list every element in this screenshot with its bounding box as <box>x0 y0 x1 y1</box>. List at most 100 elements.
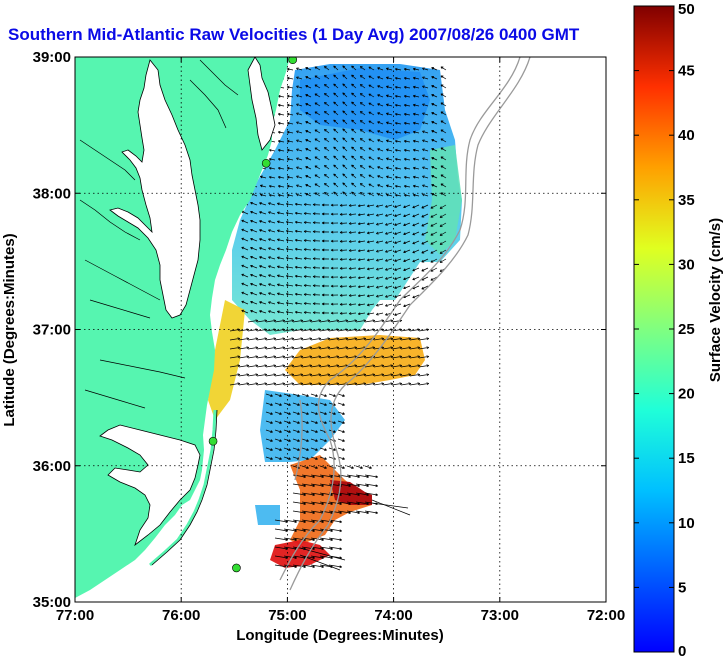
velocity-vector-759 <box>364 382 376 386</box>
velocity-vector-480 <box>312 266 321 270</box>
isobath-shelf <box>294 399 303 481</box>
velocity-vector-456 <box>303 257 312 260</box>
velocity-vector-534 <box>394 285 402 289</box>
velocity-vector-755 <box>328 382 340 386</box>
velocity-vector-438 <box>348 249 357 252</box>
velocity-vector-203 <box>296 157 303 161</box>
velocity-vector-579 <box>259 310 267 314</box>
velocity-vector-780 <box>310 402 318 406</box>
velocity-vector-378 <box>430 222 438 227</box>
velocity-vector-888 <box>337 510 352 515</box>
velocity-vector-129 <box>394 121 402 125</box>
velocity-vector-298 <box>333 191 339 197</box>
velocity-vector-700 <box>229 364 241 368</box>
velocity-vector-542 <box>276 292 285 296</box>
velocity-vector-38 <box>286 85 294 89</box>
velocity-vector-103 <box>342 110 348 116</box>
y-tick-label-2: 37:00 <box>33 322 71 339</box>
velocity-vector-800 <box>328 420 336 424</box>
velocity-vector-559 <box>250 300 258 305</box>
velocity-vector-608 <box>364 319 376 323</box>
velocity-vector-104 <box>351 110 357 116</box>
velocity-vector-811 <box>265 438 273 442</box>
velocity-vector-541 <box>268 292 276 296</box>
velocity-vector-184 <box>323 146 330 152</box>
velocity-vector-555 <box>394 294 402 298</box>
velocity-vector-577 <box>241 309 249 314</box>
x-tick-label-0: 77:00 <box>56 607 94 624</box>
velocity-vector-86 <box>368 102 375 107</box>
velocity-vector-830 <box>274 456 282 460</box>
velocity-vector-23 <box>323 74 330 80</box>
colorbar-tick-label-6: 30 <box>678 256 695 273</box>
velocity-vector-720 <box>409 364 421 368</box>
velocity-vector-36 <box>440 75 447 80</box>
velocity-vector-705 <box>274 364 286 368</box>
velocity-vector-454 <box>285 256 294 260</box>
velocity-vector-833 <box>301 456 309 460</box>
velocity-vector-728 <box>283 373 295 377</box>
velocity-vector-590 <box>357 312 366 316</box>
velocity-vector-770 <box>301 393 309 397</box>
velocity-vector-130 <box>403 121 411 125</box>
velocity-vector-10 <box>377 67 384 71</box>
velocity-vector-749 <box>274 382 286 386</box>
velocity-vector-889 <box>346 510 361 515</box>
velocity-vector-314 <box>268 202 276 206</box>
velocity-vector-162 <box>314 138 321 143</box>
velocity-vector-918 <box>319 546 334 551</box>
velocity-vector-677 <box>418 346 430 350</box>
velocity-vector-158 <box>277 139 285 143</box>
velocity-vector-815 <box>301 438 309 442</box>
velocity-vector-478 <box>294 265 303 269</box>
velocity-vector-783 <box>337 402 345 406</box>
velocity-vector-931 <box>310 564 325 569</box>
velocity-vector-349 <box>375 213 384 217</box>
velocity-vector-495 <box>241 273 249 278</box>
velocity-vector-377 <box>421 222 429 227</box>
velocity-vector-150 <box>394 130 402 134</box>
velocity-vector-210 <box>359 156 366 161</box>
velocity-vector-317 <box>294 202 303 206</box>
velocity-vector-642 <box>301 337 313 341</box>
velocity-vector-322 <box>339 203 348 207</box>
velocity-vector-905 <box>328 528 343 533</box>
velocity-vector-373 <box>385 222 393 226</box>
velocity-vector-208 <box>342 155 348 161</box>
velocity-vector-731 <box>310 373 322 377</box>
velocity-vector-852 <box>337 474 352 479</box>
radar-station-1 <box>261 158 271 168</box>
velocity-vector-761 <box>382 382 394 386</box>
velocity-vector-218 <box>431 157 438 161</box>
velocity-patch-outer <box>425 145 462 255</box>
x-axis-ticks: 77:00 76:00 75:00 74:00 73:00 72:00 <box>56 57 625 624</box>
velocity-vector-146 <box>359 129 366 134</box>
velocity-vector-170 <box>385 139 393 143</box>
velocity-vector-200 <box>268 157 276 161</box>
velocity-vector-467 <box>403 258 411 263</box>
velocity-vector-392 <box>348 231 357 234</box>
velocity-vector-736 <box>355 373 367 377</box>
velocity-vector-435 <box>321 248 330 252</box>
velocity-vector-290 <box>259 193 267 197</box>
velocity-vector-444 <box>403 249 411 254</box>
velocity-vector-17 <box>440 66 447 71</box>
velocity-vector-450 <box>250 255 258 260</box>
velocity-vector-440 <box>366 249 375 253</box>
velocity-vector-233 <box>368 165 375 170</box>
velocity-vector-363 <box>294 220 303 224</box>
velocity-vector-452 <box>268 256 276 260</box>
velocity-vector-144 <box>342 128 348 134</box>
velocity-vector-369 <box>348 222 357 225</box>
velocity-vector-739 <box>382 373 394 377</box>
velocity-vector-893 <box>283 519 298 524</box>
velocity-vector-427 <box>250 246 258 251</box>
velocity-vector-666 <box>319 346 331 350</box>
river-2 <box>79 199 141 241</box>
velocity-vector-261 <box>412 175 420 179</box>
velocity-vector-750 <box>283 382 295 386</box>
velocity-vector-821 <box>274 447 282 451</box>
velocity-vector-797 <box>301 420 309 424</box>
velocity-vector-816 <box>310 438 318 442</box>
velocity-vector-497 <box>259 274 267 278</box>
